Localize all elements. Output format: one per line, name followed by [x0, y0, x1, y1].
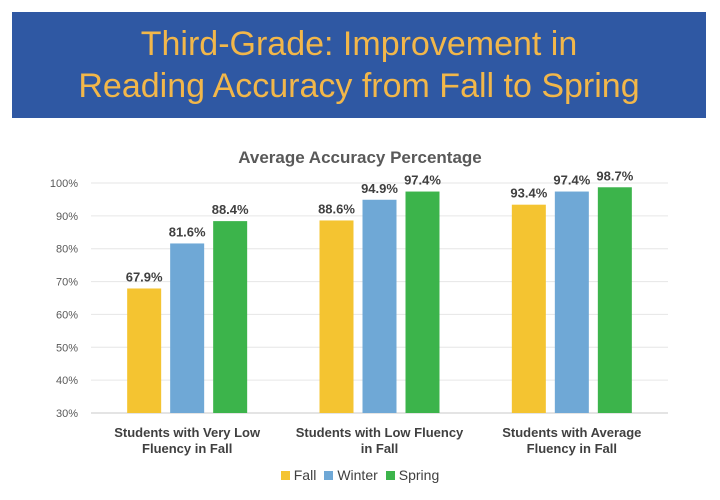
data-label: 94.9% [361, 181, 398, 196]
x-tick-label: Fluency in Fall [527, 441, 617, 456]
data-label: 88.4% [212, 202, 249, 217]
y-tick-label: 80% [56, 244, 78, 256]
data-label: 67.9% [126, 269, 163, 284]
data-label: 97.4% [553, 173, 590, 188]
legend-label: Fall [293, 467, 317, 483]
legend-swatch [280, 470, 290, 480]
legend-item: Fall [280, 467, 317, 483]
banner-title-line-2: Reading Accuracy from Fall to Spring [78, 67, 640, 105]
bar [170, 243, 205, 413]
bar [127, 288, 162, 413]
bar [362, 199, 397, 413]
x-tick-label: Students with Very Low [114, 425, 261, 440]
y-tick-label: 40% [56, 375, 78, 387]
y-tick-label: 60% [56, 309, 78, 321]
legend-swatch [324, 470, 334, 480]
legend-label: Spring [398, 467, 440, 483]
x-tick-label: Fluency in Fall [142, 441, 232, 456]
y-tick-label: 50% [56, 342, 78, 354]
bar [405, 191, 440, 413]
y-tick-label: 70% [56, 277, 78, 289]
x-tick-label: Students with Low Fluency [296, 425, 464, 440]
legend-item: Spring [385, 467, 440, 483]
banner-title-line-1: Third-Grade: Improvement in [140, 25, 578, 63]
x-tick-label: Students with Average [502, 425, 641, 440]
chart-title: Average Accuracy Percentage [238, 148, 482, 167]
legend-item: Winter [324, 467, 378, 483]
bar [213, 221, 248, 413]
bar [511, 204, 546, 413]
y-tick-label: 90% [56, 211, 78, 223]
bar [319, 220, 354, 413]
bar [554, 191, 589, 413]
title-banner: Third-Grade: Improvement in Reading Accu… [12, 12, 706, 118]
data-label: 97.4% [404, 173, 441, 188]
data-label: 88.6% [318, 201, 355, 216]
y-tick-label: 100% [50, 178, 78, 190]
x-tick-label: in Fall [361, 441, 399, 456]
y-tick-label: 30% [56, 408, 78, 420]
legend-label: Winter [337, 467, 378, 483]
bar [597, 187, 632, 413]
legend-swatch [385, 470, 395, 480]
chart-legend: Fall Winter Spring [0, 467, 720, 483]
data-label: 98.7% [596, 168, 633, 183]
data-label: 81.6% [169, 224, 206, 239]
data-label: 93.4% [510, 186, 547, 201]
